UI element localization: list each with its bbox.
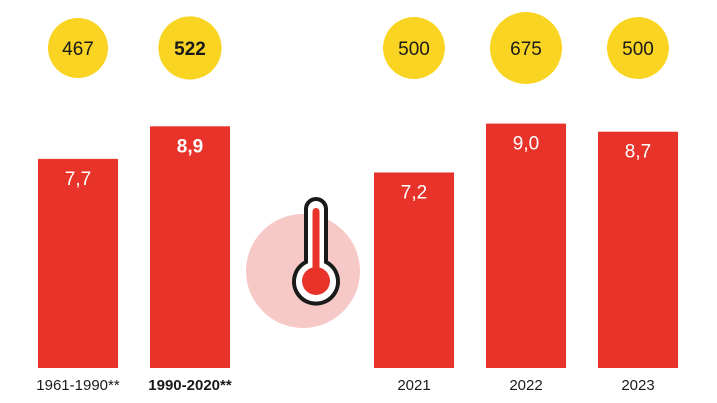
bubble [48, 18, 108, 78]
x-tick-label: 2022 [509, 377, 542, 394]
bar-layer: 7,7 8,9 7,2 9,0 8,7 [38, 123, 678, 368]
bar [598, 131, 678, 368]
bar-value-label: 8,7 [625, 142, 651, 163]
bar-value-label: 7,2 [401, 182, 427, 203]
thermometer-mercury-bulb [302, 267, 330, 295]
bar [38, 158, 118, 368]
x-tick-label: 1990-2020** [148, 377, 232, 394]
x-tick-label: 2021 [397, 377, 430, 394]
bubble-value-label: 500 [622, 39, 654, 60]
bubble [607, 17, 669, 79]
bubble-layer: 467 522 500 675 500 [48, 12, 669, 84]
bar-value-label: 7,7 [65, 169, 91, 190]
bubble [490, 12, 562, 84]
bubble-value-label: 675 [510, 39, 542, 60]
x-tick-label: 1961-1990** [36, 377, 120, 394]
bubble-value-label: 500 [398, 39, 430, 60]
bar [374, 172, 454, 368]
bubble-value-label: 522 [174, 39, 206, 60]
x-tick-label: 2023 [621, 377, 654, 394]
bubble-value-label: 467 [62, 39, 94, 60]
bar-value-label: 8,9 [177, 136, 203, 157]
bar [486, 123, 566, 368]
thermometer-mercury [312, 208, 320, 270]
bubble [158, 16, 222, 80]
x-axis-labels: 1961-1990** 1990-2020** 2021 2022 2023 [36, 377, 654, 394]
bar [150, 126, 230, 368]
bubble [383, 17, 445, 79]
thermometer-icon [246, 197, 360, 328]
bar-value-label: 9,0 [513, 134, 539, 155]
